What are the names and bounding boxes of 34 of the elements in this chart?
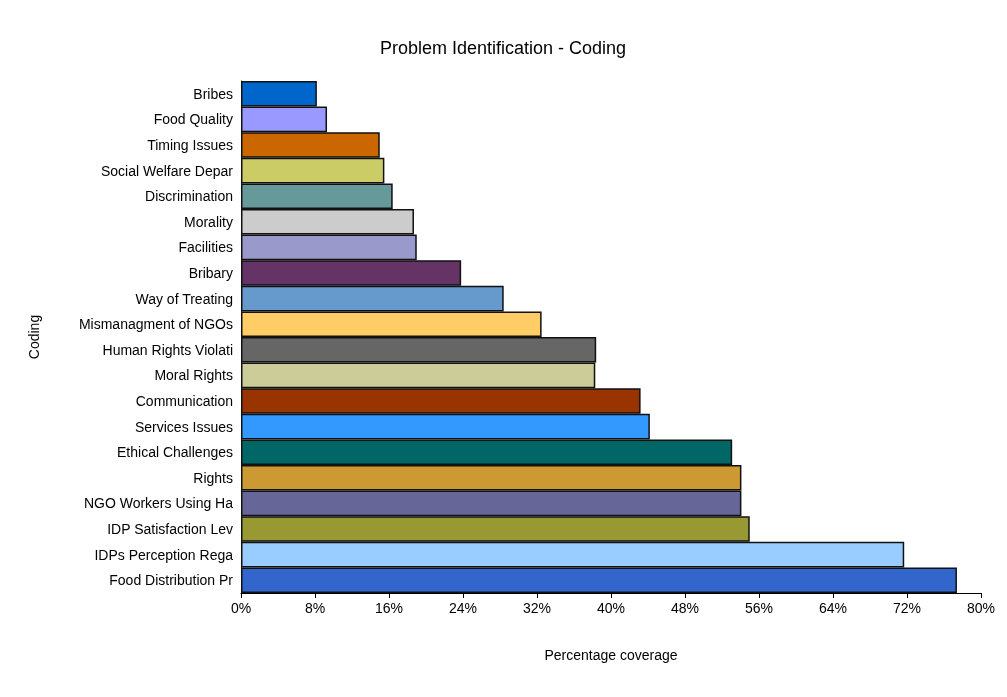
chart-title: Problem Identification - Coding — [379, 38, 627, 58]
x-tick-label: 56% — [744, 600, 774, 616]
y-tick-label: Bribary — [188, 265, 233, 281]
y-tick-label: Bribes — [193, 85, 233, 102]
y-tick-label: Human Rights Violati — [102, 341, 233, 358]
y-tick-label: NGO Workers Using Ha — [83, 495, 234, 512]
x-tick-label: 72% — [892, 600, 922, 616]
x-tick-label: 16% — [374, 600, 404, 616]
x-tick-label: 8% — [304, 600, 326, 616]
x-tick-label: 0% — [230, 600, 252, 616]
y-tick-label: Food Quality — [153, 111, 233, 128]
x-tick-label: 64% — [818, 600, 848, 616]
y-tick-label: Facilities — [178, 239, 233, 256]
x-tick-label: 24% — [448, 600, 478, 616]
y-tick-label: Way of Treating — [135, 290, 233, 307]
y-tick-label: Communication — [135, 393, 233, 409]
y-tick-label: Discrimination — [145, 188, 233, 205]
x-axis-title: Percentage coverage — [544, 647, 678, 663]
y-tick-label: Morality — [183, 213, 233, 230]
y-tick-label: IDPs Perception Rega — [94, 546, 234, 563]
x-tick-label: 40% — [596, 600, 626, 616]
x-tick-label: 32% — [522, 600, 552, 616]
y-tick-label: Rights — [193, 469, 233, 486]
y-tick-label: Social Welfare Depar — [100, 162, 234, 179]
x-tick-label: 48% — [670, 600, 700, 616]
x-tick-label: 80% — [966, 600, 996, 616]
y-tick-label: Moral Rights — [154, 367, 233, 384]
y-tick-label: Food Distribution Pr — [109, 572, 234, 589]
y-tick-label: Mismanagment of NGOs — [78, 316, 233, 333]
y-tick-label: Services Issues — [134, 418, 233, 435]
y-tick-label: Timing Issues — [147, 137, 233, 153]
y-tick-label: IDP Satisfaction Lev — [107, 521, 233, 537]
y-axis-title: Coding — [26, 314, 42, 360]
y-tick-label: Ethical Challenges — [117, 444, 233, 461]
